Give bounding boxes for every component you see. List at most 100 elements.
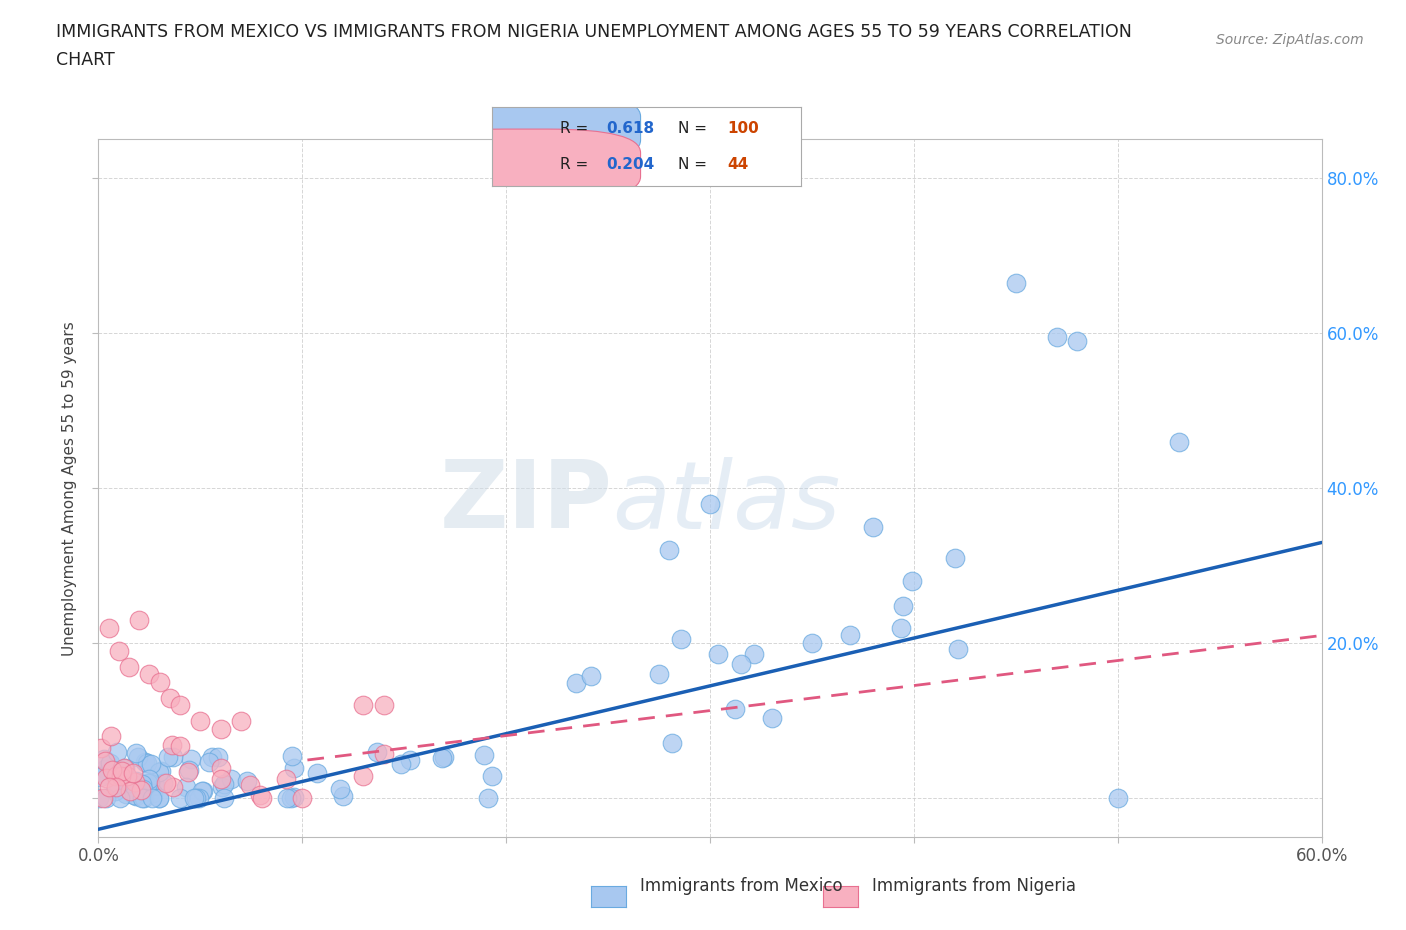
- Point: [152, 776, 174, 790]
- Point: [162, 779, 184, 794]
- Point: [188, 790, 211, 805]
- Point: [209, 760, 232, 775]
- Point: [291, 790, 314, 805]
- Point: [249, 788, 271, 803]
- Point: [143, 778, 166, 793]
- Point: [112, 761, 135, 776]
- Text: 44: 44: [727, 157, 748, 172]
- Text: R =: R =: [560, 157, 593, 172]
- Text: 100: 100: [727, 121, 759, 136]
- Point: [149, 674, 172, 689]
- Point: [132, 781, 155, 796]
- Point: [579, 669, 602, 684]
- Point: [100, 728, 122, 743]
- Point: [280, 790, 302, 805]
- Point: [150, 764, 173, 778]
- Point: [352, 768, 374, 783]
- Point: [183, 790, 205, 805]
- Point: [134, 754, 156, 769]
- Point: [87, 790, 110, 805]
- Point: [169, 698, 191, 712]
- Point: [180, 751, 202, 766]
- Point: [193, 784, 215, 799]
- Point: [124, 774, 146, 789]
- Point: [89, 769, 111, 784]
- Point: [188, 713, 212, 728]
- Point: [118, 776, 141, 790]
- Point: [1045, 330, 1069, 345]
- Point: [136, 776, 159, 790]
- Point: [93, 767, 115, 782]
- Point: [125, 746, 148, 761]
- Point: [214, 790, 236, 805]
- Point: [209, 721, 232, 736]
- Point: [207, 751, 229, 765]
- Point: [94, 762, 117, 777]
- Point: [197, 754, 219, 769]
- Point: [104, 769, 127, 784]
- Point: [143, 777, 166, 792]
- Y-axis label: Unemployment Among Ages 55 to 59 years: Unemployment Among Ages 55 to 59 years: [62, 321, 77, 656]
- Point: [177, 764, 200, 779]
- Point: [373, 747, 395, 762]
- Point: [219, 771, 242, 786]
- Point: [91, 790, 114, 805]
- Point: [107, 777, 129, 791]
- Point: [891, 599, 914, 614]
- Point: [1066, 334, 1088, 349]
- Point: [122, 788, 145, 803]
- Point: [648, 667, 671, 682]
- Point: [114, 761, 136, 776]
- Point: [699, 497, 721, 512]
- Point: [214, 777, 236, 791]
- Point: [389, 757, 412, 772]
- Point: [120, 783, 142, 798]
- Point: [148, 790, 170, 805]
- Point: [801, 636, 824, 651]
- Point: [174, 779, 197, 794]
- Point: [706, 646, 728, 661]
- Point: [472, 748, 495, 763]
- Point: [948, 642, 970, 657]
- Point: [169, 790, 191, 805]
- Point: [236, 774, 259, 789]
- Point: [661, 736, 683, 751]
- Point: [169, 738, 191, 753]
- Text: N =: N =: [678, 157, 711, 172]
- Point: [332, 788, 354, 803]
- Point: [366, 745, 388, 760]
- Point: [127, 750, 149, 764]
- Point: [352, 698, 374, 712]
- Point: [671, 632, 693, 647]
- Point: [141, 757, 163, 772]
- Point: [274, 771, 297, 786]
- Point: [94, 753, 117, 768]
- Point: [280, 749, 302, 764]
- Point: [156, 750, 179, 764]
- Point: [131, 790, 153, 805]
- Point: [108, 764, 131, 779]
- Point: [305, 765, 328, 780]
- Point: [98, 756, 121, 771]
- Point: [238, 777, 260, 792]
- Point: [658, 543, 681, 558]
- Point: [105, 745, 128, 760]
- Point: [477, 790, 499, 805]
- Text: ZIP: ZIP: [439, 457, 612, 548]
- Point: [276, 790, 298, 805]
- Point: [139, 775, 162, 790]
- Text: CHART: CHART: [56, 51, 115, 69]
- Text: atlas: atlas: [612, 457, 841, 548]
- Point: [110, 769, 132, 784]
- Point: [128, 613, 150, 628]
- Point: [105, 779, 128, 794]
- Point: [148, 764, 170, 779]
- Text: 0.618: 0.618: [606, 121, 655, 136]
- Text: Immigrants from Nigeria: Immigrants from Nigeria: [872, 877, 1076, 896]
- Point: [283, 761, 305, 776]
- Point: [108, 790, 131, 805]
- Point: [211, 779, 233, 794]
- Point: [890, 621, 912, 636]
- Point: [132, 790, 155, 805]
- Point: [142, 786, 165, 801]
